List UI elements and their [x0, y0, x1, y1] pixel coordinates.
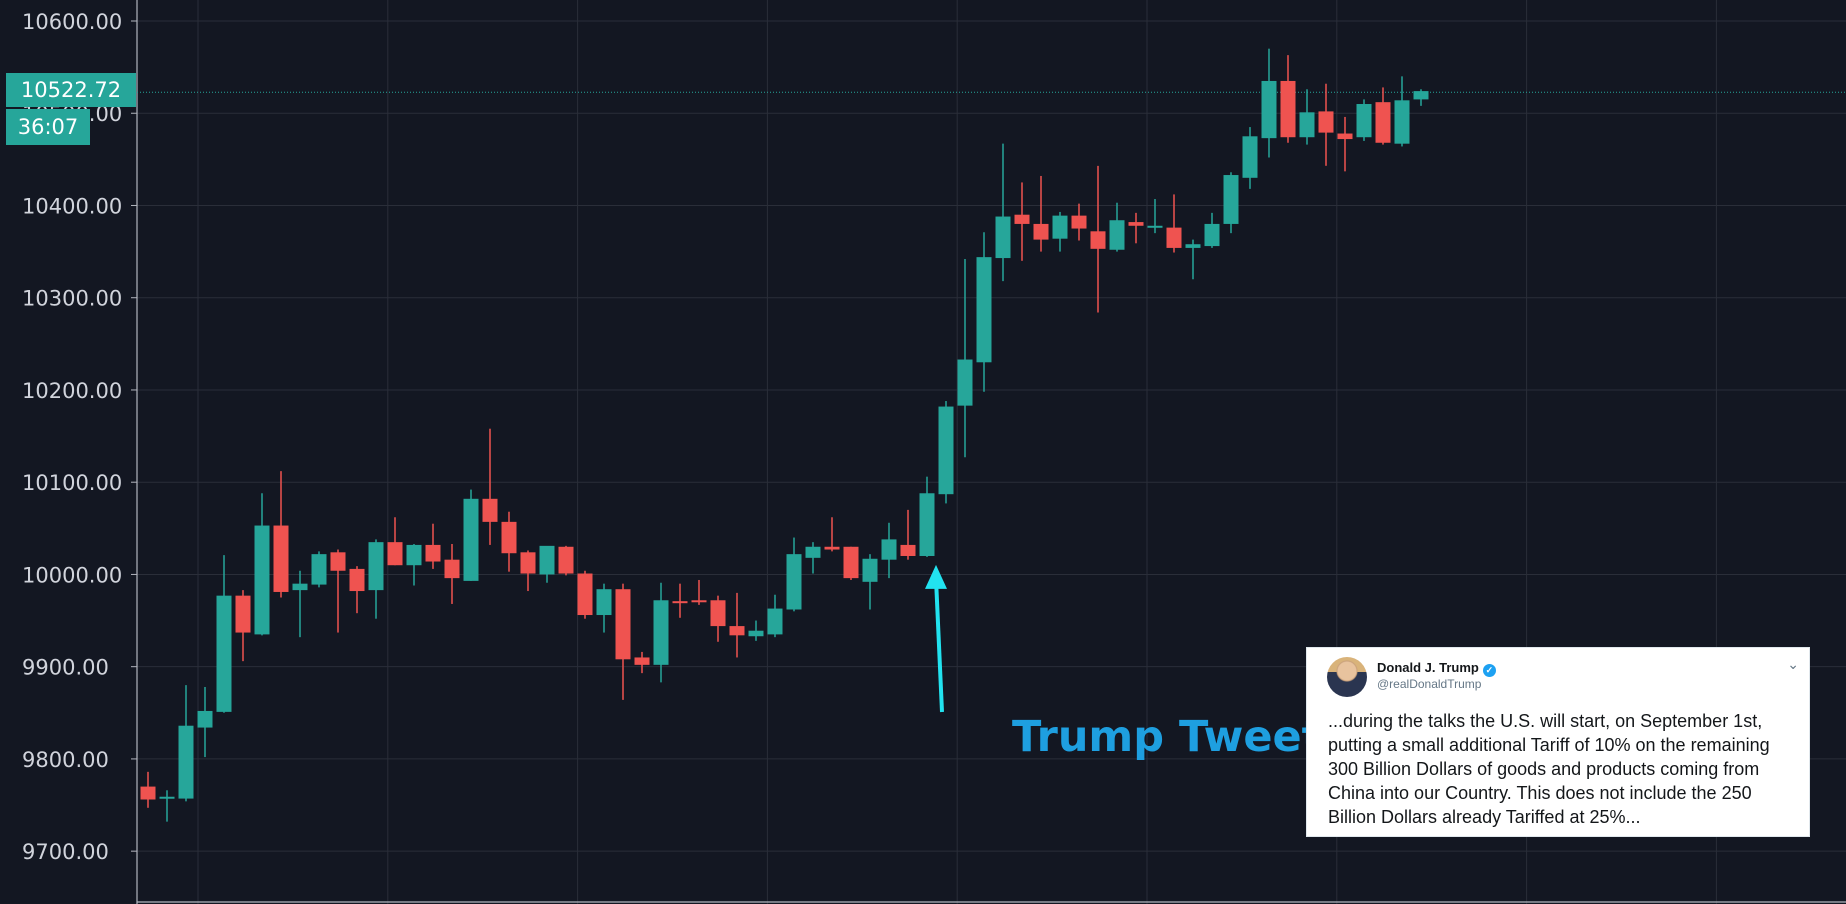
- grid-lines: [137, 0, 1846, 904]
- candle-body: [1223, 175, 1239, 224]
- candle-body: [710, 600, 726, 627]
- annotation-arrow-shaft: [934, 578, 944, 713]
- candle-body: [1261, 80, 1277, 139]
- candle-body: [539, 545, 555, 575]
- tick-label: 9900.00: [22, 656, 109, 680]
- tweet-text: ...during the talks the U.S. will start,…: [1328, 711, 1770, 827]
- candle-body: [1052, 215, 1068, 239]
- avatar[interactable]: [1327, 657, 1367, 697]
- candle-body: [387, 542, 403, 566]
- tick-label: 10100.00: [22, 471, 122, 495]
- candle-body: [1071, 215, 1087, 229]
- candle-body: [159, 796, 175, 799]
- candle-body: [1204, 223, 1220, 247]
- candle-body: [1413, 91, 1429, 100]
- candle-body: [596, 589, 612, 616]
- candle-body: [691, 600, 707, 603]
- candle-body: [919, 493, 935, 556]
- candle-body: [1014, 214, 1030, 224]
- annotation-arrow-head: [925, 564, 947, 589]
- candle-body: [1166, 227, 1182, 248]
- candle-body: [805, 546, 821, 558]
- candle-body: [273, 525, 289, 592]
- candle-body: [406, 544, 422, 566]
- candle-body: [1394, 100, 1410, 144]
- candle-body: [1090, 231, 1106, 249]
- candle-body: [634, 657, 650, 665]
- tweet-author-name: Donald J. Trump: [1377, 660, 1479, 675]
- candle-body: [311, 554, 327, 585]
- current-price-badge: 10522.72: [6, 73, 136, 107]
- tick-label: 10000.00: [22, 563, 122, 587]
- candle-body: [216, 595, 232, 712]
- candle-body: [1280, 80, 1296, 138]
- candle-body: [482, 498, 498, 522]
- tick-label: 9700.00: [22, 840, 109, 864]
- candle-body: [729, 626, 745, 636]
- tick-label: 10600.00: [22, 10, 122, 34]
- candle-body: [349, 568, 365, 592]
- chevron-down-icon[interactable]: ⌄: [1787, 656, 1799, 672]
- candle-body: [976, 257, 992, 363]
- candle-body: [672, 601, 688, 604]
- candle-body: [501, 521, 517, 554]
- candle-body: [558, 546, 574, 574]
- candle-body: [197, 710, 213, 728]
- candle-body: [862, 558, 878, 582]
- candle-body: [881, 539, 897, 560]
- tweet-author[interactable]: Donald J. Trump ✓: [1377, 660, 1496, 677]
- candle-body: [254, 525, 270, 635]
- candle-body: [957, 359, 973, 406]
- candle-body: [1299, 112, 1315, 138]
- candle-body: [824, 546, 840, 550]
- candle-body: [520, 552, 536, 574]
- candle-body: [463, 498, 479, 581]
- candle-body: [1033, 223, 1049, 240]
- candle-body: [368, 542, 384, 591]
- candle-body: [938, 406, 954, 495]
- candle-body: [1147, 225, 1163, 228]
- candle-body: [178, 725, 194, 799]
- candle-body: [140, 786, 156, 800]
- tick-label: 9800.00: [22, 748, 109, 772]
- tick-label: 10300.00: [22, 287, 122, 311]
- candle-body: [767, 608, 783, 635]
- price-axis: 9700.00 9800.00 9900.00 10000.00 10100.00 102…: [22, 0, 1846, 904]
- candle-body: [425, 544, 441, 562]
- candle-body: [1375, 102, 1391, 143]
- candle-body: [900, 544, 916, 556]
- candle-body: [1185, 244, 1201, 248]
- annotation-label: Trump Tweet: [1012, 712, 1323, 762]
- candles: [140, 48, 1429, 822]
- tick-label: 10200.00: [22, 379, 122, 403]
- candle-body: [653, 600, 669, 665]
- candle-body: [748, 630, 764, 637]
- candle-body: [995, 216, 1011, 259]
- candle-body: [1242, 136, 1258, 178]
- candle-body: [786, 554, 802, 610]
- tweet-handle[interactable]: @realDonaldTrump: [1377, 677, 1482, 691]
- candle-body: [577, 573, 593, 616]
- verified-badge-icon: ✓: [1482, 664, 1496, 677]
- candle-body: [1318, 111, 1334, 133]
- countdown-badge: 36:07: [6, 109, 90, 145]
- annotation-arrow: [925, 564, 947, 713]
- candle-body: [615, 589, 631, 660]
- candle-body: [1109, 220, 1125, 250]
- candle-body: [1356, 104, 1372, 138]
- candle-body: [1128, 222, 1144, 226]
- candle-body: [235, 595, 251, 633]
- candle-body: [292, 583, 308, 591]
- candle-body: [330, 552, 346, 571]
- candle-body: [1337, 133, 1353, 140]
- candle-body: [843, 546, 859, 579]
- candle-body: [444, 559, 460, 579]
- tweet-card[interactable]: Donald J. Trump ✓ @realDonaldTrump ⌄ ...d…: [1306, 647, 1810, 837]
- tick-label: 10400.00: [22, 194, 122, 218]
